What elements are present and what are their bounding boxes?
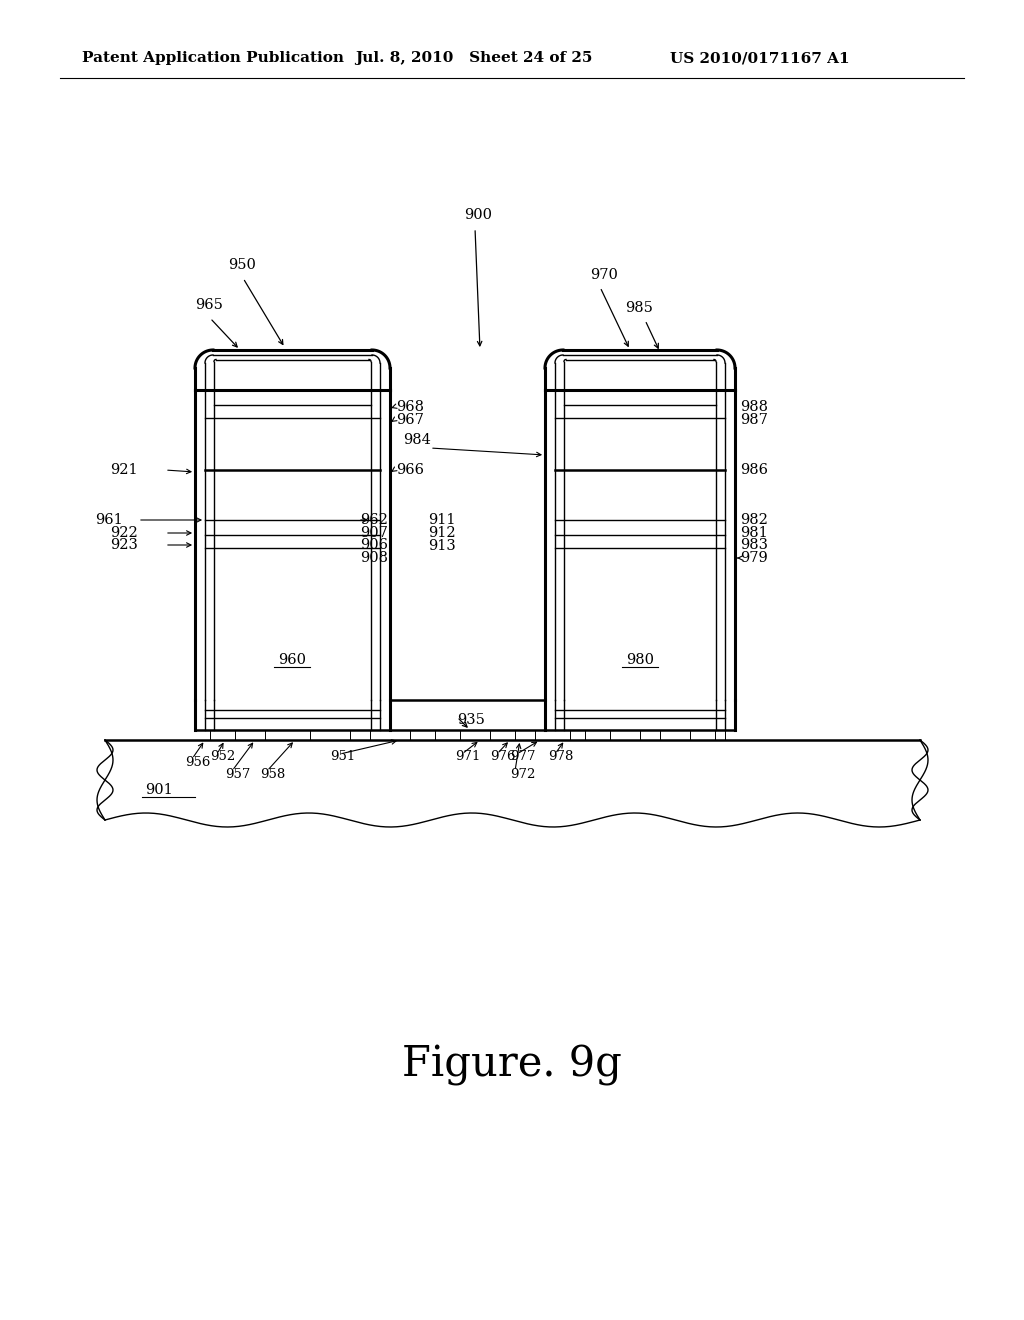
Text: 907: 907 (360, 525, 388, 540)
Text: 978: 978 (548, 751, 573, 763)
Text: 960: 960 (278, 653, 306, 667)
Text: 911: 911 (428, 513, 456, 527)
Text: 982: 982 (740, 513, 768, 527)
Text: 988: 988 (740, 400, 768, 414)
Text: 976: 976 (490, 751, 515, 763)
Text: 921: 921 (110, 463, 137, 477)
Text: 966: 966 (396, 463, 424, 477)
Text: Jul. 8, 2010   Sheet 24 of 25: Jul. 8, 2010 Sheet 24 of 25 (355, 51, 592, 65)
Text: 977: 977 (510, 751, 536, 763)
Text: 987: 987 (740, 413, 768, 426)
Text: 912: 912 (428, 525, 456, 540)
Text: 913: 913 (428, 539, 456, 553)
Text: 968: 968 (396, 400, 424, 414)
Text: Figure. 9g: Figure. 9g (402, 1044, 622, 1086)
Text: 900: 900 (464, 209, 492, 222)
Text: 951: 951 (330, 751, 355, 763)
Text: 935: 935 (457, 713, 485, 727)
Text: 923: 923 (110, 539, 138, 552)
Text: 971: 971 (455, 751, 480, 763)
Text: 961: 961 (95, 513, 123, 527)
Text: 922: 922 (110, 525, 138, 540)
Text: 901: 901 (145, 783, 173, 797)
Text: 962: 962 (360, 513, 388, 527)
Text: 956: 956 (185, 755, 210, 768)
Text: 983: 983 (740, 539, 768, 552)
Text: 952: 952 (210, 751, 236, 763)
Text: 985: 985 (625, 301, 653, 315)
Text: 950: 950 (228, 257, 256, 272)
Text: 908: 908 (360, 550, 388, 565)
Text: 970: 970 (590, 268, 617, 282)
Text: 906: 906 (360, 539, 388, 552)
Text: Patent Application Publication: Patent Application Publication (82, 51, 344, 65)
Text: 984: 984 (403, 433, 431, 447)
Text: 967: 967 (396, 413, 424, 426)
Text: US 2010/0171167 A1: US 2010/0171167 A1 (670, 51, 850, 65)
Text: 957: 957 (225, 767, 251, 780)
Text: 965: 965 (195, 298, 223, 312)
Text: 981: 981 (740, 525, 768, 540)
Text: 972: 972 (510, 767, 536, 780)
Text: 986: 986 (740, 463, 768, 477)
Text: 980: 980 (626, 653, 654, 667)
Text: 958: 958 (260, 767, 286, 780)
Text: 979: 979 (740, 550, 768, 565)
